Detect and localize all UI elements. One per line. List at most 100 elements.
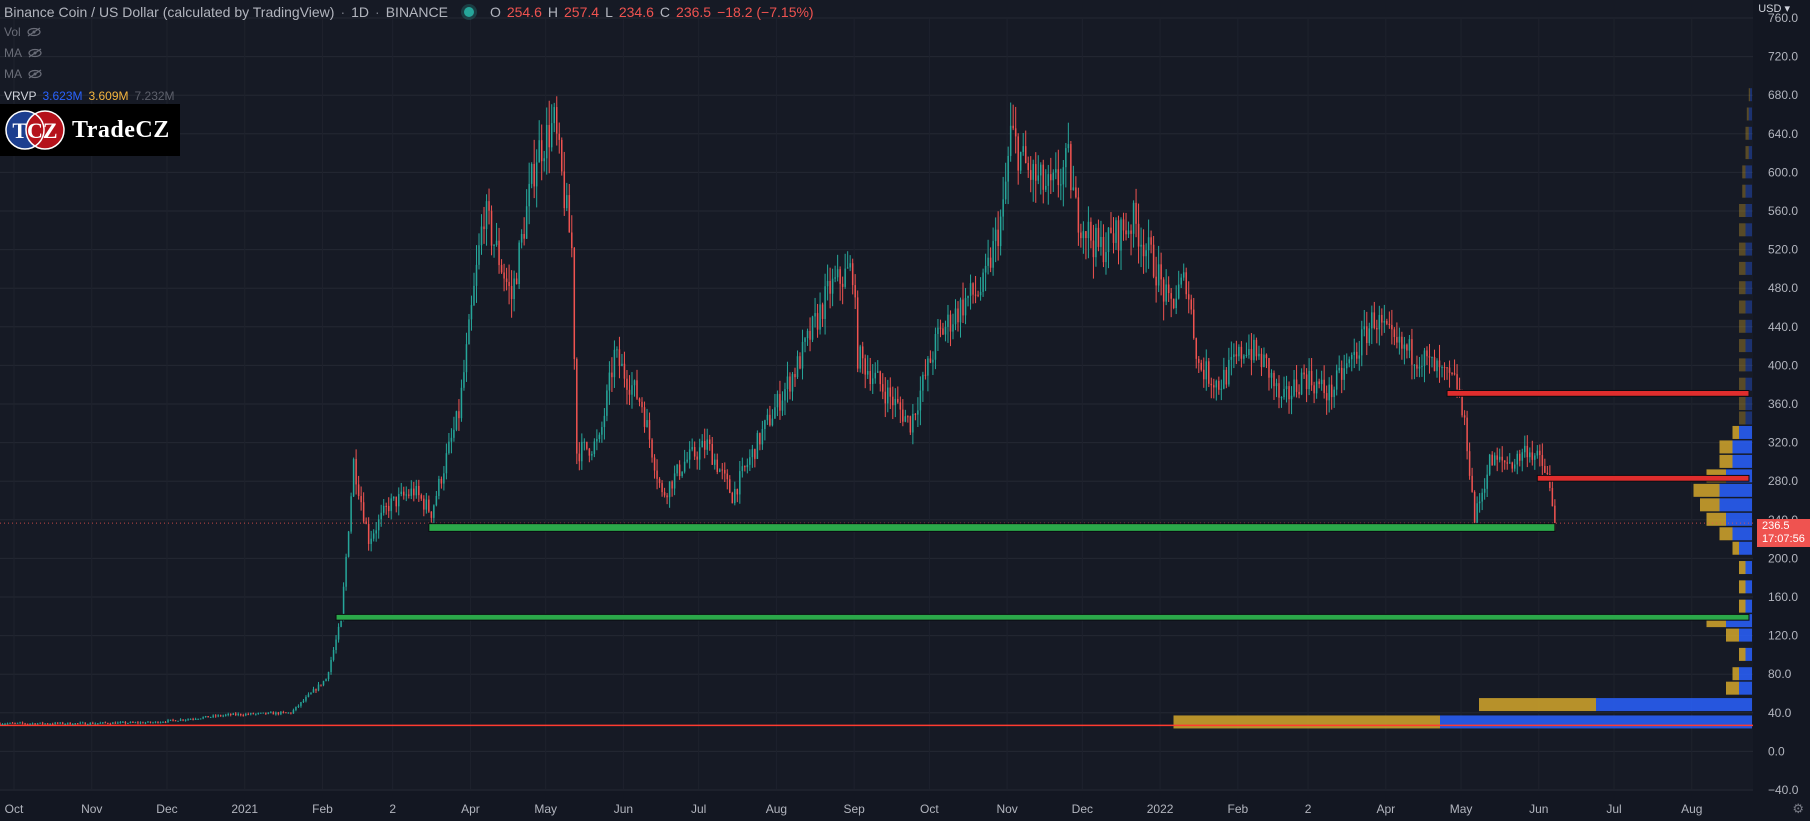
candle-body — [282, 711, 285, 713]
vp-down-bar — [1479, 698, 1596, 712]
candle-body — [949, 314, 952, 332]
candle-body — [245, 713, 247, 716]
candle-body — [1303, 372, 1305, 375]
candle-body — [1190, 299, 1192, 310]
candle-body — [117, 722, 119, 724]
candle-body — [1448, 367, 1451, 373]
vp-down-bar — [1726, 681, 1739, 695]
candle-body — [54, 722, 56, 724]
tcz-logo-icon: TCZ — [5, 110, 65, 150]
candle-body — [1446, 367, 1448, 369]
eye-hidden-icon[interactable] — [28, 48, 42, 58]
indicator-row-ma[interactable]: MA — [4, 67, 42, 81]
candle-body — [696, 456, 698, 460]
vrvp-up-volume: 3.623M — [42, 89, 83, 103]
time-tick-label: Dec — [156, 802, 177, 816]
time-axis: Oct Nov Dec 2021 Feb 2 Apr May Jun Jul Aug Sep Oct No… — [0, 791, 1756, 821]
time-tick-label: 2021 — [231, 802, 258, 816]
candle-body — [1127, 230, 1130, 235]
candle-body — [1335, 370, 1338, 390]
vp-up-bar — [1748, 126, 1752, 140]
candle-body — [1255, 339, 1258, 357]
candle-body — [866, 371, 869, 375]
candle-body — [1243, 355, 1245, 359]
vp-down-bar — [1719, 454, 1733, 468]
indicator-row-vol[interactable]: Vol — [4, 25, 41, 39]
candle-body — [1092, 240, 1095, 258]
support-zone — [335, 613, 1750, 621]
symbol-title[interactable]: Binance Coin / US Dollar (calculated by … — [4, 4, 335, 20]
candle-body — [1150, 237, 1152, 245]
candle-body — [1373, 312, 1376, 328]
candle-body — [92, 722, 94, 724]
candle-body — [836, 269, 839, 278]
ohlc-high-key: H — [547, 4, 559, 20]
candle-body — [879, 371, 882, 385]
candle-body — [729, 479, 731, 493]
price-tick-label: 640.0 — [1768, 127, 1798, 141]
candle-body — [380, 512, 382, 520]
candle-body — [445, 453, 448, 474]
vp-down-bar — [1742, 165, 1746, 179]
candle-body — [588, 448, 591, 456]
candle-body — [947, 314, 949, 327]
price-tick-label: 760.0 — [1768, 11, 1798, 25]
candle-body — [317, 684, 320, 691]
eye-hidden-icon[interactable] — [28, 69, 42, 79]
candle-body — [638, 398, 641, 402]
candle-body — [829, 280, 831, 294]
candle-body — [643, 407, 646, 427]
candle-body — [613, 349, 616, 378]
candle-body — [1135, 202, 1137, 224]
candle-body — [523, 233, 525, 239]
candle-body — [1343, 368, 1345, 380]
candle-body — [1152, 244, 1155, 277]
vrvp-legend[interactable]: VRVP 3.623M 3.609M 7.232M — [4, 89, 175, 103]
vrvp-label: VRVP — [4, 89, 37, 103]
candle-body — [312, 689, 315, 693]
currency-selector[interactable]: USD ▾ — [1758, 3, 1790, 15]
eye-hidden-icon[interactable] — [27, 27, 41, 37]
candle-body — [250, 713, 252, 715]
candle-body — [954, 308, 957, 325]
candle-body — [139, 722, 142, 724]
candle-body — [779, 394, 781, 411]
interval-label[interactable]: 1D — [351, 4, 370, 20]
candle-body — [335, 639, 337, 650]
candle-body — [1315, 381, 1318, 394]
candle-body — [841, 283, 844, 287]
candle-body — [485, 201, 488, 230]
candle-body — [1019, 151, 1022, 171]
time-tick-label: Jun — [1529, 802, 1548, 816]
candle-body — [440, 478, 443, 484]
candle-body — [545, 124, 548, 159]
candle-body — [1541, 455, 1544, 466]
candle-body — [1526, 445, 1529, 458]
candle-body — [1125, 230, 1127, 235]
gear-icon[interactable]: ⚙ — [1792, 801, 1804, 816]
candle-body — [974, 294, 977, 296]
candle-body — [1180, 277, 1182, 285]
candle-body — [869, 371, 871, 385]
candle-body — [458, 411, 460, 419]
vp-up-bar — [1745, 599, 1752, 613]
indicator-label: MA — [4, 46, 22, 60]
price-tick-label: 80.0 — [1768, 667, 1792, 681]
candle-body — [104, 722, 107, 724]
candle-body — [999, 216, 1002, 247]
resistance-zone — [1536, 474, 1750, 482]
candle-body — [114, 722, 117, 724]
indicator-row-ma[interactable]: MA — [4, 46, 42, 60]
candle-body — [1313, 385, 1315, 394]
candle-body — [535, 162, 538, 187]
candle-body — [300, 702, 302, 706]
candle-body — [1476, 503, 1478, 523]
candle-body — [44, 723, 46, 725]
candle-body — [413, 488, 415, 496]
vrvp-total-volume: 7.232M — [134, 89, 175, 103]
candle-body — [633, 380, 636, 386]
vp-up-bar — [1745, 319, 1752, 333]
horizontal-lines — [0, 522, 1756, 727]
